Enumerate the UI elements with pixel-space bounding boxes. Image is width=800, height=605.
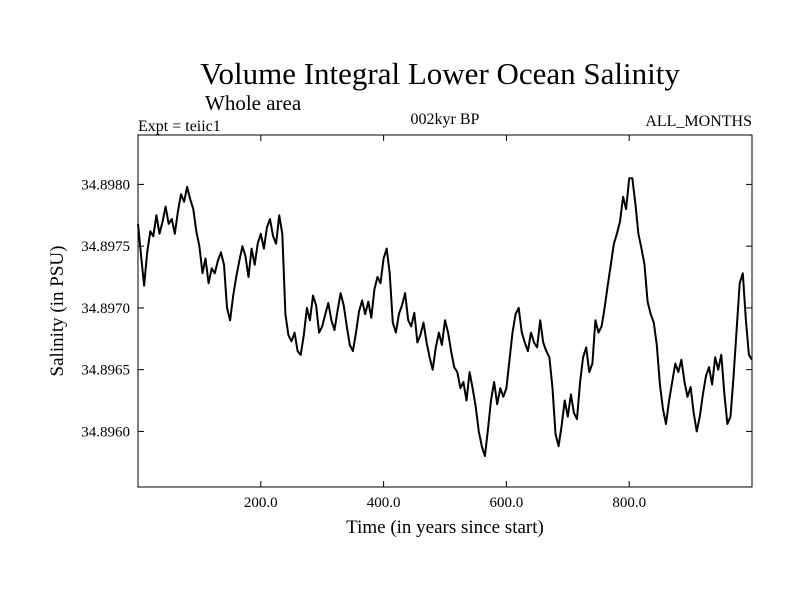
x-axis-label: Time (in years since start)	[346, 517, 544, 538]
period-label: 002kyr BP	[411, 111, 480, 128]
chart-subtitle: Whole area	[205, 91, 302, 115]
plot-frame	[137, 134, 753, 488]
x-tick-label: 400.0	[367, 495, 401, 511]
x-tick-label: 800.0	[612, 495, 646, 511]
series-layer	[137, 177, 753, 458]
salinity-series-line	[137, 177, 753, 458]
experiment-label: Expt = teiic1	[138, 118, 221, 135]
y-tick-label: 34.8975	[81, 239, 130, 255]
y-tick-label: 34.8980	[81, 177, 130, 193]
y-tick-label: 34.8965	[81, 363, 130, 379]
y-tick-label: 34.8960	[81, 424, 130, 440]
months-label: ALL_MONTHS	[645, 113, 752, 130]
x-tick-label: 600.0	[490, 495, 524, 511]
y-axis-label: Salinity (in PSU)	[47, 246, 68, 377]
x-axis-ticks: 200.0 400.0 600.0 800.0	[244, 135, 646, 511]
x-tick-label: 200.0	[244, 495, 278, 511]
y-axis-ticks: 34.8960 34.8965 34.8970 34.8975 34.8980	[81, 177, 752, 440]
chart-title: Volume Integral Lower Ocean Salinity	[200, 56, 680, 91]
y-tick-label: 34.8970	[81, 301, 130, 317]
